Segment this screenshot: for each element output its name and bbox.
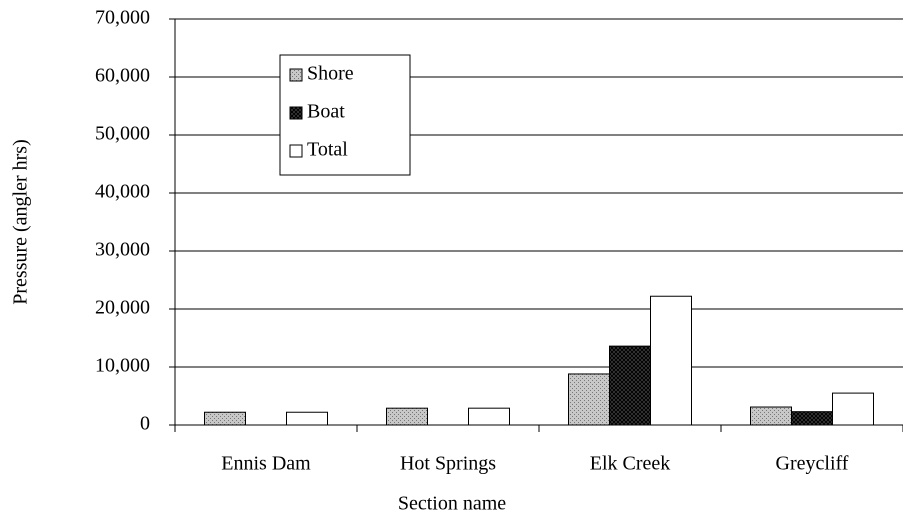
- bar: [791, 411, 833, 426]
- bar: [286, 411, 328, 426]
- y-tick-label: 10,000: [95, 355, 150, 377]
- bar: [609, 345, 651, 426]
- x-axis-label: Section name: [398, 493, 506, 515]
- legend-swatch: [289, 144, 303, 158]
- x-tick-label: Ennis Dam: [221, 453, 311, 475]
- bar: [650, 295, 692, 426]
- y-tick-label: 70,000: [95, 7, 150, 29]
- legend-label: Boat: [307, 101, 345, 123]
- y-tick-label: 60,000: [95, 65, 150, 87]
- x-tick-label: Elk Creek: [590, 453, 671, 475]
- y-axis-label: Pressure (angler hrs): [10, 139, 32, 305]
- legend-swatch: [289, 68, 303, 82]
- legend-swatch: [289, 106, 303, 120]
- bar: [386, 407, 428, 426]
- bar: [468, 407, 510, 426]
- bar: [832, 392, 874, 426]
- y-tick-label: 40,000: [95, 181, 150, 203]
- x-tick-label: Hot Springs: [400, 453, 496, 475]
- x-tick-label: Greycliff: [776, 453, 849, 475]
- legend-label: Total: [307, 139, 348, 161]
- y-tick-label: 0: [140, 413, 150, 435]
- y-tick-label: 20,000: [95, 297, 150, 319]
- y-tick-label: 50,000: [95, 123, 150, 145]
- bar: [750, 406, 792, 426]
- bar: [204, 411, 246, 426]
- bar: [568, 373, 610, 426]
- y-tick-label: 30,000: [95, 239, 150, 261]
- legend-label: Shore: [307, 63, 354, 85]
